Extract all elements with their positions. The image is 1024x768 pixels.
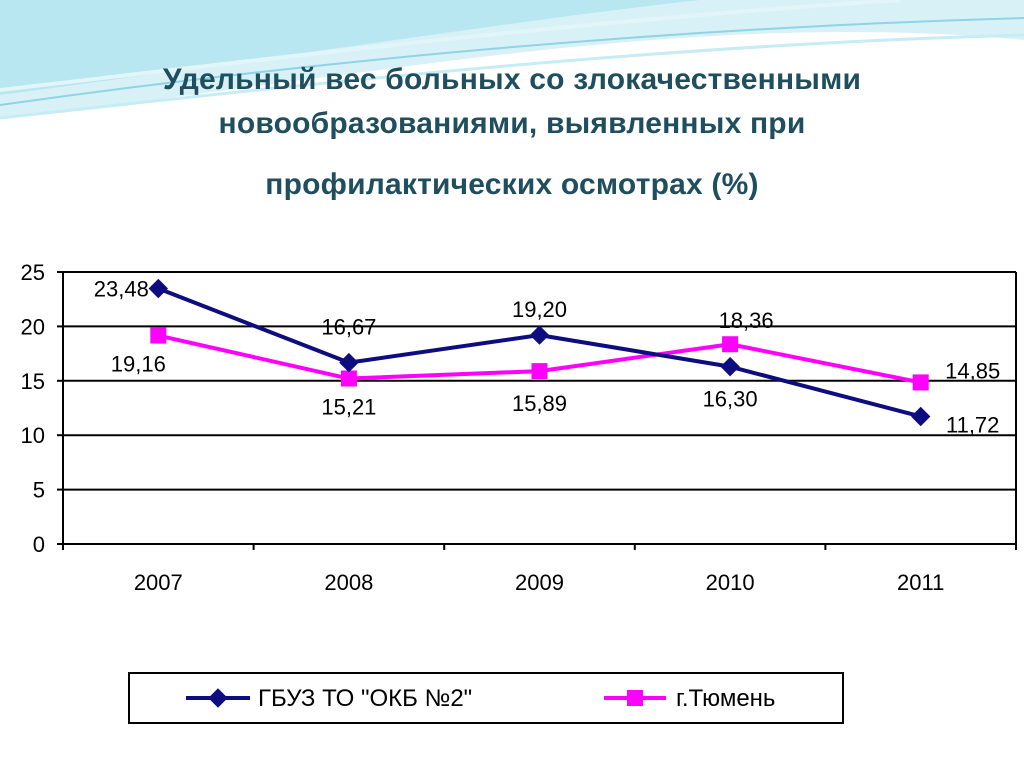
x-tick-label-2008: 2008 xyxy=(324,570,373,595)
data-label-series-0: 16,30 xyxy=(703,387,758,412)
y-tick-label: 5 xyxy=(33,478,45,503)
data-label-series-0: 16,67 xyxy=(321,315,376,340)
data-label-series-1: 15,89 xyxy=(512,391,567,416)
data-label-series-1: 15,21 xyxy=(321,395,376,420)
title-line-3: профилактических осмотрах (%) xyxy=(265,168,759,201)
series-1-point-2007 xyxy=(150,327,167,344)
x-tick-label-2011: 2011 xyxy=(897,570,944,595)
y-tick-label: 10 xyxy=(21,423,45,448)
series-1-point-2009 xyxy=(531,363,548,380)
title-line-1: Удельный вес больных со злокачественными xyxy=(162,63,862,96)
series-1-point-2010 xyxy=(722,336,739,353)
series-0-point-2011 xyxy=(910,406,931,427)
series-0-point-2007 xyxy=(148,278,169,299)
y-tick-label: 0 xyxy=(33,532,45,557)
series-1-point-2011 xyxy=(912,374,929,391)
data-label-series-0: 11,72 xyxy=(946,412,999,437)
legend-label-0: ГБУЗ ТО "ОКБ №2" xyxy=(258,685,472,712)
series-layer xyxy=(148,278,931,427)
legend-marker-square xyxy=(627,690,643,706)
data-label-series-1: 19,16 xyxy=(111,352,166,377)
legend-box xyxy=(128,672,844,724)
legend: ГБУЗ ТО "ОКБ №2" г.Тюмень xyxy=(128,672,844,724)
x-tick-label-2009: 2009 xyxy=(515,570,564,595)
data-label-series-0: 19,20 xyxy=(512,297,567,322)
y-tick-label: 20 xyxy=(21,314,45,339)
series-0-point-2009 xyxy=(529,325,550,345)
series-0-point-2008 xyxy=(339,352,359,373)
title-line-2: новообразованиями, выявленных при xyxy=(218,107,806,140)
y-tick-label: 25 xyxy=(21,260,45,285)
data-label-series-0: 23,48 xyxy=(94,277,149,302)
label-layer: 23,48 16,67 19,20 16,30 11,72 19,16 15,21 15,89… xyxy=(94,277,1000,438)
legend-label-1: г.Тюмень xyxy=(676,685,775,712)
series-1-point-2008 xyxy=(340,370,357,387)
series-0-point-2010 xyxy=(720,356,740,377)
x-tick-label-2007: 2007 xyxy=(134,570,183,595)
legend-marker-diamond xyxy=(208,688,228,708)
x-tick-label-2010: 2010 xyxy=(706,570,755,595)
data-label-series-1: 18,36 xyxy=(719,308,774,333)
y-tick-label: 15 xyxy=(21,369,45,394)
data-label-series-1: 14,85 xyxy=(945,358,1000,383)
axis-layer: 0 5 10 15 20 25 2007 2008 2009 2010 2011 xyxy=(21,260,1017,595)
